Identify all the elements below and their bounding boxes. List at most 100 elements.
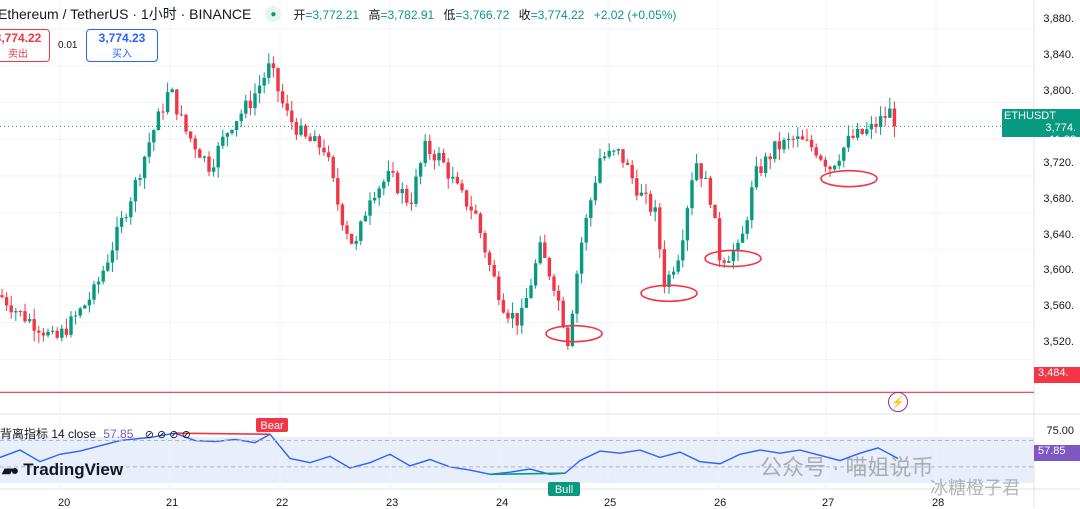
symbol-title[interactable]: Ethereum / TetherUS · 1小时 · BINANCE (0, 6, 252, 22)
candle-body (704, 177, 708, 179)
tradingview-logo: ▰● TradingView (2, 460, 124, 479)
candle-body (671, 271, 676, 275)
candle-body (773, 141, 777, 160)
bear-label-box (256, 418, 288, 432)
candle-body (41, 332, 46, 336)
buy-button[interactable]: 3,774.23 买入 (86, 29, 158, 62)
candle-body (579, 242, 584, 274)
candle-body (616, 149, 621, 151)
time-axis-label: 26 (714, 497, 727, 509)
bull-label: Bull (555, 484, 573, 496)
candle-body (736, 242, 740, 252)
candle-body (391, 170, 395, 173)
candle-body (101, 270, 105, 282)
candle-body (285, 103, 289, 111)
candle-body (432, 154, 437, 161)
annotation-circle (704, 249, 762, 268)
candle-body (198, 149, 202, 158)
candle-body (83, 305, 87, 309)
candle-body (644, 192, 648, 194)
candle-body (207, 156, 211, 172)
time-axis-label: 24 (496, 497, 509, 509)
candle-body (667, 274, 671, 287)
candle-body (290, 110, 294, 122)
rsi-band (0, 437, 1034, 483)
candle-body (87, 299, 92, 306)
candle-body (860, 128, 864, 134)
watermark-text: 公众号 · 喵姐说币 (760, 455, 934, 480)
time-axis-label: 21 (166, 497, 179, 509)
candle-body (308, 136, 312, 142)
candle-body (175, 89, 179, 115)
candle-body (556, 290, 561, 301)
candle-body (543, 242, 547, 259)
candle-body (883, 116, 887, 118)
buy-price: 3,774.23 (98, 31, 146, 45)
candle-body (607, 150, 611, 157)
candle-body (253, 93, 257, 109)
spread-value: 0.01 (58, 40, 78, 51)
candle-body (575, 273, 579, 314)
candle-body (584, 217, 588, 243)
sell-button[interactable]: 3,774.22 卖出 (0, 29, 50, 62)
lightning-icon[interactable]: ⚡ (888, 392, 908, 412)
candle-body (878, 116, 883, 127)
time-axis-label: 22 (276, 497, 289, 509)
candle-body (170, 89, 174, 93)
candle-body (589, 200, 593, 218)
bull-label-box (548, 482, 580, 496)
candle-body (612, 150, 616, 152)
candle-body (161, 111, 165, 113)
candle-body (676, 260, 680, 272)
candle-body (625, 162, 630, 165)
candle-body (78, 308, 82, 316)
price-axis-label: 3,800. (1043, 85, 1074, 97)
candle-body (451, 176, 455, 179)
candle-body (552, 276, 556, 291)
candle-body (354, 240, 358, 244)
annotation-circle (640, 284, 698, 303)
candle-body (717, 218, 722, 261)
rsi-axis-label: 75.00 (1046, 425, 1074, 437)
hidden-plot-icons[interactable]: ⊘ ⊘ ⊘ ⊘ (144, 429, 191, 441)
candle-body (280, 91, 285, 104)
candle-body (0, 295, 4, 298)
candle-body (92, 284, 96, 300)
candle-body (418, 163, 423, 177)
candle-body (598, 158, 602, 183)
candle-body (386, 170, 391, 182)
time-axis-label: 28 (932, 497, 945, 509)
candle-body (119, 217, 124, 227)
candle-body (14, 311, 18, 313)
candle-body (621, 149, 625, 163)
candle-body (763, 156, 768, 174)
candle-body (129, 201, 133, 218)
candle-body (483, 233, 487, 253)
candle-body (55, 330, 59, 338)
current-symbol: ETHUSDT (1004, 110, 1056, 122)
candle-body (892, 108, 897, 127)
candle-body (786, 138, 791, 140)
candle-body (317, 136, 322, 148)
candle-body (653, 207, 657, 212)
candle-body (538, 242, 542, 264)
candle-body (156, 111, 161, 131)
candle-body (18, 311, 23, 313)
candle-body (414, 176, 418, 204)
candle-body (561, 300, 565, 328)
candle-body (731, 251, 736, 262)
candle-body (336, 178, 340, 205)
candle-body (566, 327, 570, 347)
candle-body (437, 152, 441, 161)
candle-body (874, 123, 878, 127)
candle-body (234, 121, 239, 131)
candle-body (294, 121, 299, 135)
candle-body (805, 139, 809, 141)
candle-body (64, 328, 69, 335)
visibility-eye-icon[interactable]: ● (265, 6, 282, 22)
candle-body (727, 261, 731, 263)
candle-body (50, 330, 55, 332)
candle-body (492, 264, 496, 277)
candle-body (487, 252, 492, 265)
